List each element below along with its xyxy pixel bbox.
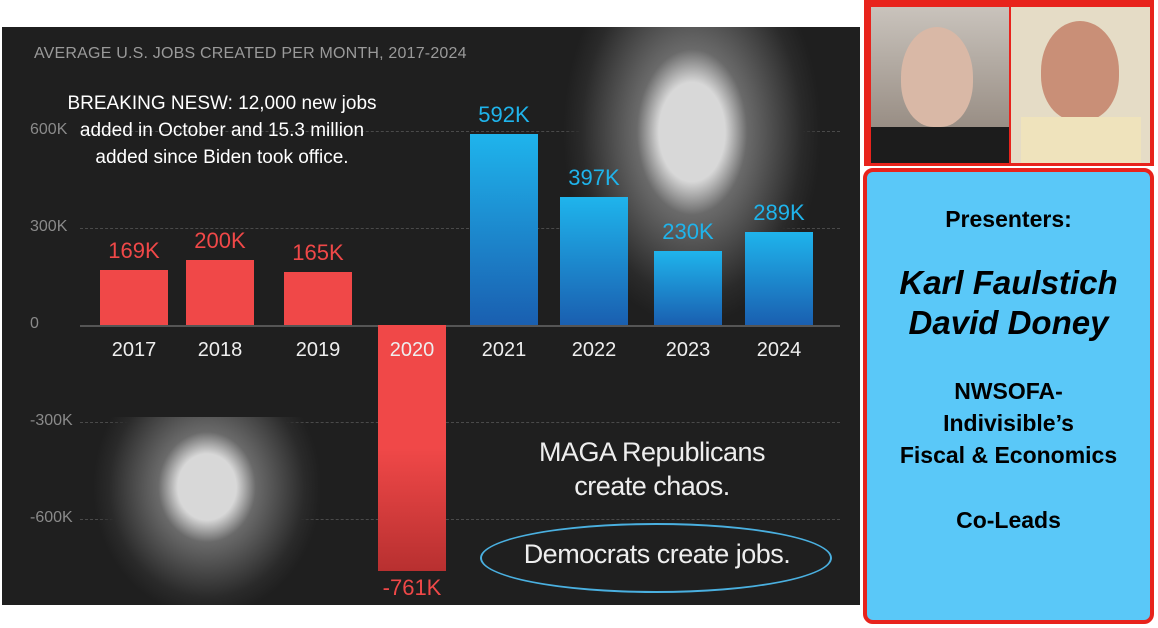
x-tick-label: 2017 <box>111 339 157 361</box>
x-tick-label: 2020 <box>389 339 435 361</box>
value-label: -761K <box>382 575 442 601</box>
value-label: 230K <box>662 218 714 244</box>
gridline <box>80 228 840 229</box>
gridline <box>80 131 840 132</box>
value-label: 169K <box>108 238 160 264</box>
value-label: 397K <box>568 164 620 190</box>
presenters-heading: Presenters: <box>945 206 1072 232</box>
democrats-annotation: Democrats create jobs. <box>523 539 791 569</box>
presenters-panel: Presenters: Karl Faulstich David Doney N… <box>863 168 1154 624</box>
highlight-ellipse <box>480 523 832 593</box>
value-label: 165K <box>292 239 344 265</box>
bar-2022 <box>560 196 628 325</box>
x-tick-label: 2023 <box>665 339 711 361</box>
bar-2023 <box>654 250 722 325</box>
bar-2018 <box>186 260 254 325</box>
breaking-news-annotation: BREAKING NESW: 12,000 new jobs added in … <box>67 93 377 168</box>
x-tick-label: 2024 <box>756 339 802 361</box>
org-line-2: Indivisible’s <box>943 410 1074 436</box>
y-tick-label: 600K <box>30 121 68 138</box>
presenter-name-2: David Doney <box>908 304 1109 341</box>
maga-line-2: create chaos. <box>574 471 730 501</box>
x-tick-label: 2021 <box>481 339 527 361</box>
chart-title: AVERAGE U.S. JOBS CREATED PER MONTH, 201… <box>34 45 467 62</box>
y-tick-label: 300K <box>30 218 68 235</box>
role-label: Co-Leads <box>956 507 1061 533</box>
presenter-video-1[interactable] <box>871 7 1009 163</box>
y-tick-label: -600K <box>30 509 73 526</box>
gridline <box>80 519 840 520</box>
x-tick-label: 2018 <box>197 339 243 361</box>
presenter-name-1: Karl Faulstich <box>899 264 1118 301</box>
trump-photo <box>92 417 322 605</box>
gridline <box>80 422 840 423</box>
x-tick-label: 2019 <box>295 339 341 361</box>
bar-2024 <box>745 231 813 325</box>
value-label: 200K <box>194 228 246 254</box>
bar-2021 <box>470 133 538 325</box>
bar-2017 <box>100 270 168 325</box>
presenter-video-2[interactable] <box>1011 7 1150 163</box>
value-label: 289K <box>753 199 805 225</box>
bar-2019 <box>284 271 352 325</box>
y-tick-label: 0 <box>30 315 39 332</box>
maga-line-1: MAGA Republicans <box>538 437 766 467</box>
bar-2020 <box>378 325 446 572</box>
zero-axis-line <box>80 325 840 327</box>
value-label: 592K <box>478 101 530 127</box>
video-call-panel <box>864 0 1154 166</box>
org-line-1: NWSOFA- <box>954 378 1063 404</box>
x-tick-label: 2022 <box>571 339 617 361</box>
maga-annotation: MAGA Republicans create chaos. <box>502 435 802 503</box>
y-tick-label: -300K <box>30 412 73 429</box>
org-line-3: Fiscal & Economics <box>899 442 1118 468</box>
jobs-chart: AVERAGE U.S. JOBS CREATED PER MONTH, 201… <box>2 27 860 605</box>
